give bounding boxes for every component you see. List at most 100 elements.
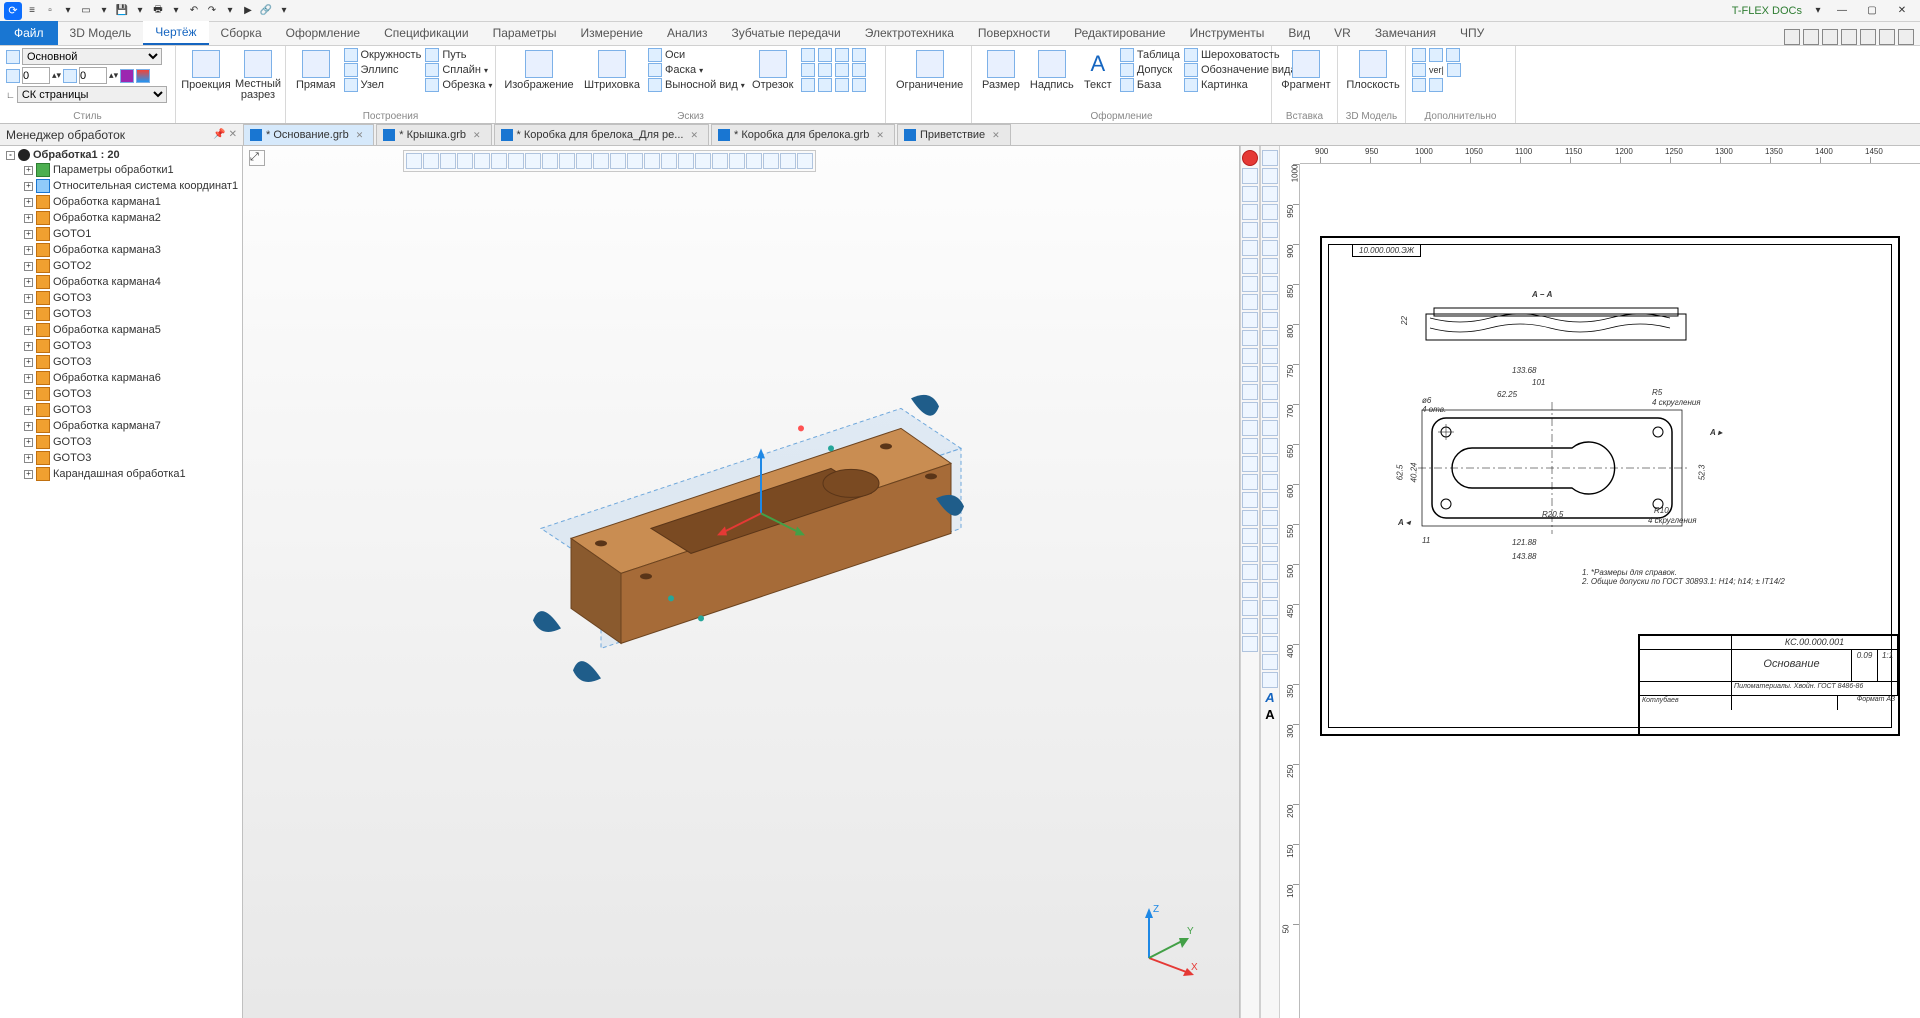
mini-tool-icon[interactable] [780, 153, 796, 169]
ellipse-button[interactable]: Эллипс [344, 63, 422, 77]
table-button[interactable]: Таблица [1120, 48, 1180, 62]
side-tool-icon[interactable] [1262, 636, 1278, 652]
sp2-icon[interactable] [63, 69, 77, 83]
side-tool-icon[interactable] [1262, 186, 1278, 202]
side-tool-icon[interactable] [1262, 546, 1278, 562]
dimension-button[interactable]: Размер [978, 48, 1024, 93]
new-dropdown-icon[interactable]: ▾ [60, 3, 76, 19]
view-3d[interactable]: ⤢ [243, 146, 1240, 1018]
ribbon-opt3-icon[interactable] [1841, 29, 1857, 45]
side-tool-icon[interactable] [1262, 438, 1278, 454]
close-tab-icon[interactable]: ✕ [473, 130, 481, 141]
side-tool-icon[interactable] [1262, 618, 1278, 634]
label-button[interactable]: Надпись [1028, 48, 1076, 93]
side-tool-icon[interactable] [1242, 150, 1258, 166]
side-tool-icon[interactable] [1242, 492, 1258, 508]
tree-node[interactable]: +Обработка кармана4 [0, 274, 242, 290]
docs-dropdown-icon[interactable]: ▾ [1810, 3, 1826, 19]
expand-icon[interactable]: + [24, 390, 33, 399]
pin-icon[interactable]: 📌 ✕ [213, 129, 237, 140]
side-tool-icon[interactable] [1242, 384, 1258, 400]
expand-icon[interactable]: - [6, 151, 15, 160]
ribbon-tab[interactable]: Замечания [1363, 21, 1448, 45]
tree-node[interactable]: +Обработка кармана1 [0, 194, 242, 210]
tree-node[interactable]: +Обработка кармана7 [0, 418, 242, 434]
constraint-button[interactable]: Ограничение [892, 48, 967, 93]
line-button[interactable]: Прямая [292, 48, 340, 93]
new-icon[interactable]: ▫ [42, 3, 58, 19]
side-tool-icon[interactable] [1242, 600, 1258, 616]
mini-tool-icon[interactable] [406, 153, 422, 169]
side-tool-icon[interactable] [1262, 600, 1278, 616]
trim-button[interactable]: Обрезка▾ [425, 78, 492, 92]
projection-button[interactable]: Проекция [182, 48, 230, 93]
layer-select[interactable]: Основной [22, 48, 162, 65]
expand-icon[interactable]: + [24, 406, 33, 415]
redo-icon[interactable]: ↷ [204, 3, 220, 19]
ribbon-tab[interactable]: Вид [1276, 21, 1322, 45]
sp2-input[interactable] [79, 67, 107, 84]
fragment-button[interactable]: Фрагмент [1278, 48, 1334, 93]
mini-tool-icon[interactable] [661, 153, 677, 169]
side-tool-icon[interactable] [1242, 168, 1258, 184]
side-tool-icon[interactable] [1262, 348, 1278, 364]
side-tool-icon[interactable] [1262, 420, 1278, 436]
mini-tool-icon[interactable] [746, 153, 762, 169]
ribbon-tab[interactable]: Чертёж [143, 21, 208, 45]
side-tool-icon[interactable] [1262, 168, 1278, 184]
node-button[interactable]: Узел [344, 78, 422, 92]
side-tool-icon[interactable] [1262, 528, 1278, 544]
ribbon-opt5-icon[interactable] [1879, 29, 1895, 45]
side-tool-icon[interactable] [1242, 204, 1258, 220]
side-tool-icon[interactable] [1262, 384, 1278, 400]
ribbon-tab[interactable]: VR [1322, 21, 1363, 45]
tree-node[interactable]: +GOTO3 [0, 386, 242, 402]
text-tool-icon[interactable]: A [1265, 707, 1274, 722]
expand-icon[interactable]: + [24, 214, 33, 223]
mini-tool-icon[interactable] [797, 153, 813, 169]
side-tool-icon[interactable] [1242, 456, 1258, 472]
side-tool-icon[interactable] [1262, 510, 1278, 526]
side-tool-icon[interactable] [1262, 672, 1278, 688]
tree-node[interactable]: +GOTO3 [0, 402, 242, 418]
ribbon-tab[interactable]: Редактирование [1062, 21, 1177, 45]
layer-icon[interactable] [6, 50, 20, 64]
cs-select[interactable]: СК страницы [17, 86, 167, 103]
side-tool-icon[interactable] [1262, 312, 1278, 328]
mini-tool-icon[interactable] [457, 153, 473, 169]
tree-node[interactable]: +GOTO3 [0, 450, 242, 466]
segment-button[interactable]: Отрезок [749, 48, 797, 93]
expand-icon[interactable]: + [24, 374, 33, 383]
mini-tool-icon[interactable] [525, 153, 541, 169]
hatch-button[interactable]: Штриховка [580, 48, 644, 93]
ribbon-tab[interactable]: Сборка [209, 21, 274, 45]
color2-icon[interactable] [136, 69, 150, 83]
expand-icon[interactable]: + [24, 358, 33, 367]
side-tool-icon[interactable] [1242, 294, 1258, 310]
maximize-button[interactable]: ▢ [1858, 1, 1886, 21]
doc-tab[interactable]: * Крышка.grb✕ [376, 124, 491, 145]
ribbon-tab[interactable]: Анализ [655, 21, 720, 45]
side-tool-icon[interactable] [1242, 420, 1258, 436]
mini-tool-icon[interactable] [644, 153, 660, 169]
doc-tab[interactable]: * Основание.grb✕ [243, 124, 374, 145]
ribbon-tab[interactable]: 3D Модель [58, 21, 144, 45]
text-button[interactable]: AТекст [1080, 48, 1116, 93]
circle-button[interactable]: Окружность [344, 48, 422, 62]
ex-r3[interactable] [1412, 78, 1461, 92]
redo-dropdown-icon[interactable]: ▾ [222, 3, 238, 19]
side-tool-icon[interactable] [1242, 582, 1258, 598]
side-tool-icon[interactable] [1262, 582, 1278, 598]
expand-icon[interactable]: + [24, 438, 33, 447]
mini-tool-icon[interactable] [423, 153, 439, 169]
tree-node[interactable]: +GOTO3 [0, 354, 242, 370]
ribbon-opt6-icon[interactable] [1898, 29, 1914, 45]
side-tool-icon[interactable] [1262, 204, 1278, 220]
expand-icon[interactable]: + [24, 246, 33, 255]
color-icon[interactable] [120, 69, 134, 83]
corner-icon[interactable]: ⤢ [249, 150, 265, 166]
sp1-icon[interactable] [6, 69, 20, 83]
mini-tool-icon[interactable] [763, 153, 779, 169]
mini-tool-icon[interactable] [593, 153, 609, 169]
expand-icon[interactable]: + [24, 470, 33, 479]
